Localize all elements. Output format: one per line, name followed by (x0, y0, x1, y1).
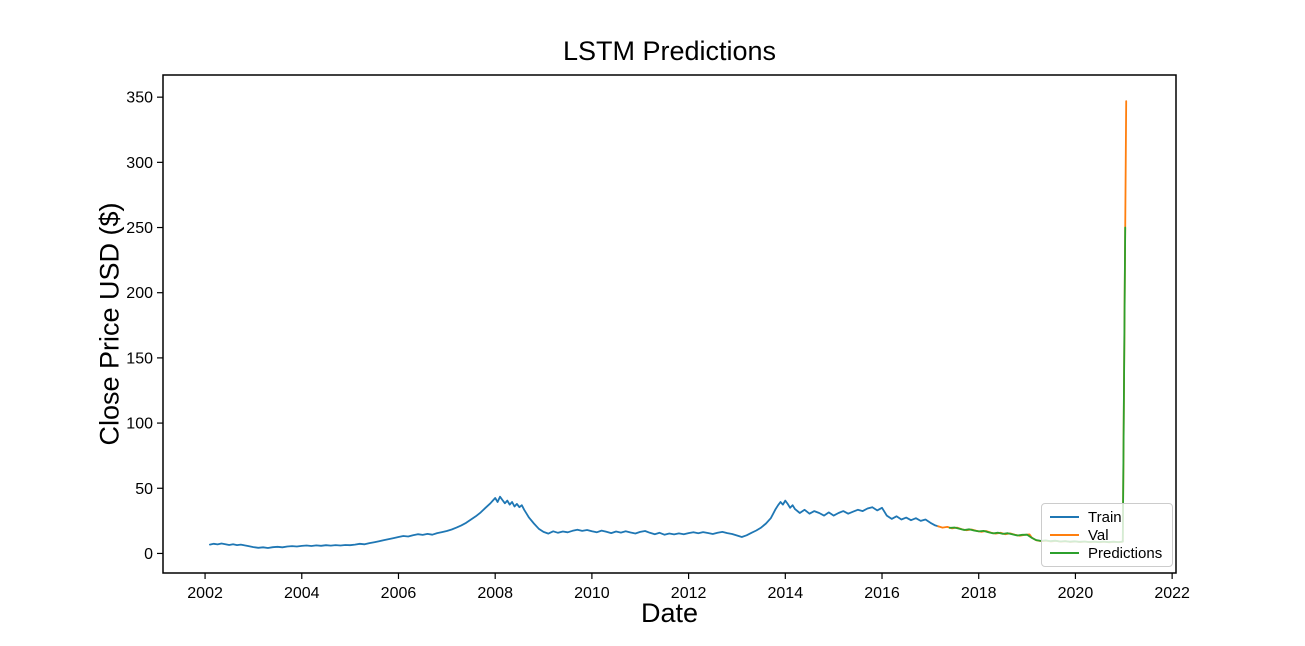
train-line-sample (1050, 516, 1079, 518)
val-line-sample (1050, 534, 1079, 536)
series-line-train (208, 495, 939, 549)
y-tick-label: 150 (126, 350, 153, 367)
y-tick-label: 0 (144, 546, 153, 563)
series-line-predictions (948, 226, 1127, 543)
x-tick-label: 2002 (187, 585, 223, 602)
legend-entry-val: Val (1050, 527, 1164, 544)
y-tick-label: 350 (126, 90, 153, 107)
x-tick-label: 2018 (961, 585, 997, 602)
predictions-line-sample (1050, 552, 1079, 554)
x-axis-label: Date (640, 598, 699, 628)
x-tick-label: 2020 (1058, 585, 1094, 602)
x-tick-label: 2008 (477, 585, 513, 602)
x-tick-label: 2004 (284, 585, 320, 602)
x-tick-label: 2016 (864, 585, 900, 602)
x-tick-label: 2012 (671, 585, 707, 602)
legend-label-predictions: Predictions (1088, 544, 1163, 562)
legend-label-val: Val (1088, 526, 1109, 544)
x-tick-label: 2014 (768, 585, 804, 602)
x-tick-label: 2006 (381, 585, 417, 602)
y-tick-label: 300 (126, 155, 153, 172)
y-tick-label: 200 (126, 285, 153, 302)
axes-frame (162, 74, 1177, 574)
legend-entry-train: Train (1050, 509, 1164, 526)
x-tick-label: 2010 (574, 585, 610, 602)
y-tick-label: 250 (126, 220, 153, 237)
y-tick-label: 100 (126, 416, 153, 433)
y-axis-label: Close Price USD ($) (94, 202, 125, 446)
y-tick-label: 50 (135, 481, 153, 498)
legend-entry-predictions: Predictions (1050, 545, 1164, 562)
chart-title: LSTM Predictions (562, 36, 777, 66)
x-tick-label: 2022 (1154, 585, 1190, 602)
series-line-val (937, 100, 1128, 544)
legend-box: Train Val Predictions (1041, 503, 1173, 567)
legend-label-train: Train (1088, 508, 1122, 526)
